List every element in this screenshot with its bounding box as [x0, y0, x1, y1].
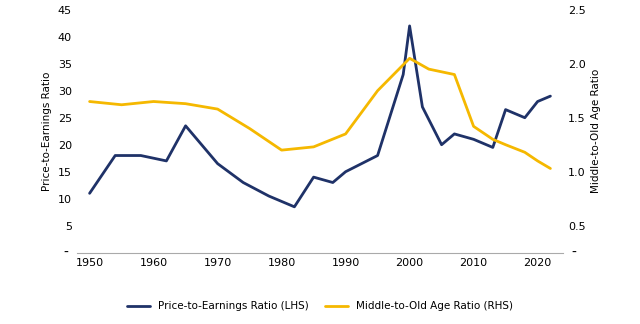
Price-to-Earnings Ratio (LHS) — [86, 191, 93, 195]
Price-to-Earnings Ratio (LHS) — [342, 170, 349, 174]
Y-axis label: Middle-to-Old Age Ratio: Middle-to-Old Age Ratio — [591, 69, 602, 193]
Middle-to-Old Age Ratio (RHS) — [118, 103, 125, 107]
Price-to-Earnings Ratio (LHS) — [438, 143, 445, 147]
Price-to-Earnings Ratio (LHS) — [399, 73, 407, 76]
Price-to-Earnings Ratio (LHS) — [239, 180, 247, 184]
Middle-to-Old Age Ratio (RHS) — [342, 132, 349, 136]
Price-to-Earnings Ratio (LHS) — [470, 137, 477, 141]
Price-to-Earnings Ratio (LHS) — [489, 145, 497, 149]
Price-to-Earnings Ratio (LHS) — [521, 116, 529, 120]
Middle-to-Old Age Ratio (RHS) — [451, 73, 458, 76]
Y-axis label: Price-to-Earnings Ratio: Price-to-Earnings Ratio — [42, 72, 52, 191]
Price-to-Earnings Ratio (LHS) — [374, 154, 381, 157]
Middle-to-Old Age Ratio (RHS) — [534, 159, 541, 163]
Price-to-Earnings Ratio (LHS) — [534, 99, 541, 103]
Text: -: - — [572, 246, 577, 260]
Middle-to-Old Age Ratio (RHS) — [214, 107, 221, 111]
Middle-to-Old Age Ratio (RHS) — [547, 167, 554, 170]
Price-to-Earnings Ratio (LHS) — [278, 200, 285, 203]
Price-to-Earnings Ratio (LHS) — [419, 105, 426, 109]
Price-to-Earnings Ratio (LHS) — [163, 159, 170, 163]
Price-to-Earnings Ratio (LHS) — [150, 156, 157, 160]
Middle-to-Old Age Ratio (RHS) — [86, 99, 93, 103]
Price-to-Earnings Ratio (LHS) — [310, 175, 317, 179]
Middle-to-Old Age Ratio (RHS) — [489, 137, 497, 141]
Price-to-Earnings Ratio (LHS) — [291, 205, 298, 209]
Price-to-Earnings Ratio (LHS) — [111, 154, 119, 157]
Price-to-Earnings Ratio (LHS) — [502, 108, 509, 111]
Price-to-Earnings Ratio (LHS) — [547, 94, 554, 98]
Text: -: - — [63, 246, 68, 260]
Middle-to-Old Age Ratio (RHS) — [278, 148, 285, 152]
Price-to-Earnings Ratio (LHS) — [451, 132, 458, 136]
Legend: Price-to-Earnings Ratio (LHS), Middle-to-Old Age Ratio (RHS): Price-to-Earnings Ratio (LHS), Middle-to… — [123, 297, 517, 316]
Middle-to-Old Age Ratio (RHS) — [374, 89, 381, 93]
Line: Middle-to-Old Age Ratio (RHS): Middle-to-Old Age Ratio (RHS) — [90, 58, 550, 168]
Middle-to-Old Age Ratio (RHS) — [150, 99, 157, 103]
Middle-to-Old Age Ratio (RHS) — [182, 102, 189, 106]
Price-to-Earnings Ratio (LHS) — [265, 194, 273, 198]
Price-to-Earnings Ratio (LHS) — [214, 162, 221, 166]
Middle-to-Old Age Ratio (RHS) — [425, 67, 433, 71]
Middle-to-Old Age Ratio (RHS) — [406, 56, 413, 60]
Middle-to-Old Age Ratio (RHS) — [521, 150, 529, 154]
Middle-to-Old Age Ratio (RHS) — [310, 145, 317, 149]
Middle-to-Old Age Ratio (RHS) — [470, 124, 477, 128]
Middle-to-Old Age Ratio (RHS) — [502, 143, 509, 147]
Middle-to-Old Age Ratio (RHS) — [246, 127, 253, 131]
Price-to-Earnings Ratio (LHS) — [406, 24, 413, 28]
Price-to-Earnings Ratio (LHS) — [137, 154, 145, 157]
Price-to-Earnings Ratio (LHS) — [329, 180, 337, 184]
Line: Price-to-Earnings Ratio (LHS): Price-to-Earnings Ratio (LHS) — [90, 26, 550, 207]
Price-to-Earnings Ratio (LHS) — [182, 124, 189, 128]
